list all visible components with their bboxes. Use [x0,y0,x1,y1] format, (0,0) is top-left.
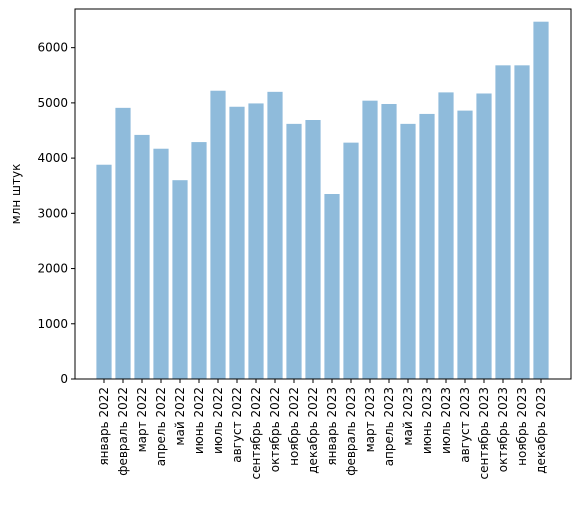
bar [267,91,283,379]
x-tick-label: июнь 2023 [420,387,434,454]
x-tick-label: июль 2022 [211,387,225,454]
bar [134,134,150,379]
bar [457,110,473,380]
bar [476,93,492,380]
bar [343,142,359,379]
x-tick-label: февраль 2022 [116,387,130,476]
bar [419,113,435,380]
bar [305,120,321,379]
y-tick-label: 4000 [37,151,68,165]
x-tick-label: декабрь 2022 [306,387,320,474]
bar [438,92,454,379]
bar [495,65,511,379]
x-tick-label: октябрь 2023 [496,387,510,472]
x-tick-label: ноябрь 2022 [287,387,301,466]
bar [324,194,340,379]
y-axis: 0 1000 2000 3000 4000 5000 6000 [37,41,75,386]
bar [191,142,207,379]
x-tick-label: октябрь 2022 [268,387,282,472]
x-tick-label: январь 2022 [97,387,111,466]
x-tick-label: март 2023 [363,387,377,452]
bar [514,65,530,379]
y-tick-label: 1000 [37,317,68,331]
bar [248,103,264,380]
y-tick-label: 0 [60,372,68,386]
x-tick-label: апрель 2022 [154,387,168,466]
y-tick-label: 5000 [37,96,68,110]
x-tick-label: август 2022 [230,387,244,463]
y-tick-label: 3000 [37,206,68,220]
bars-group [96,21,549,380]
bar [286,123,302,380]
bar [229,106,245,379]
y-tick-label: 6000 [37,41,68,55]
x-tick-label: июль 2023 [439,387,453,454]
bar [381,103,397,380]
bar [210,90,226,379]
x-tick-label: август 2023 [458,387,472,463]
x-tick-label: май 2023 [401,387,415,446]
x-axis: январь 2022 февраль 2022 март 2022 апрель 2… [97,379,548,479]
x-tick-label: февраль 2023 [344,387,358,476]
y-axis-label: млн штук [9,164,23,225]
x-tick-label: сентябрь 2023 [477,387,491,479]
x-tick-label: ноябрь 2023 [515,387,529,466]
x-tick-label: декабрь 2023 [534,387,548,474]
bar [533,21,549,379]
x-tick-label: июнь 2022 [192,387,206,454]
y-tick-label: 2000 [37,262,68,276]
bar [153,148,169,379]
bar [400,123,416,380]
x-tick-label: май 2022 [173,387,187,446]
x-tick-label: сентябрь 2022 [249,387,263,479]
plot-frame [74,8,572,380]
x-tick-label: март 2022 [135,387,149,452]
bar [115,107,131,379]
bar [96,164,112,379]
bar [172,180,188,379]
bar [362,100,378,380]
x-tick-label: январь 2023 [325,387,339,466]
x-tick-label: апрель 2023 [382,387,396,466]
